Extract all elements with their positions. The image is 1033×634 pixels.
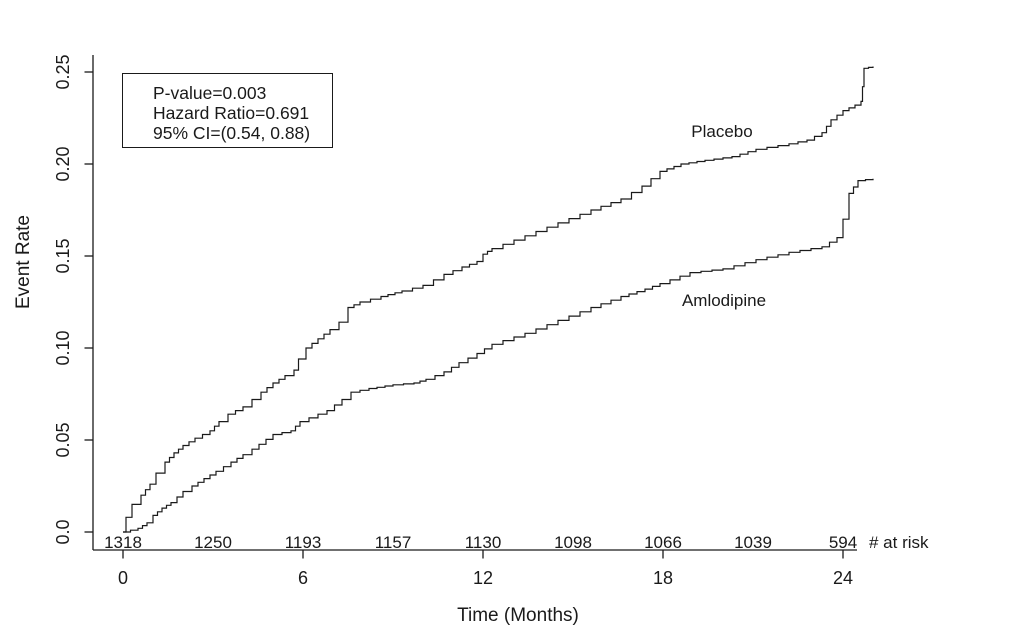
- x-tick-label: 0: [118, 568, 128, 588]
- x-tick-label: 6: [298, 568, 308, 588]
- stats-annotation-box: P-value=0.003 Hazard Ratio=0.691 95% CI=…: [122, 73, 333, 148]
- y-tick-label: 0.15: [53, 238, 73, 273]
- x-axis-title: Time (Months): [457, 605, 579, 626]
- at-risk-count: 1098: [554, 533, 592, 552]
- at-risk-count: 1250: [194, 533, 232, 552]
- annotation-line-ci: 95% CI=(0.54, 0.88): [153, 123, 311, 143]
- placebo-curve: [123, 66, 874, 533]
- series-label-placebo: Placebo: [691, 122, 752, 141]
- annotation-line-hazard-ratio: Hazard Ratio=0.691: [153, 103, 310, 123]
- at-risk-count: 594: [829, 533, 857, 552]
- y-tick-label: 0.25: [53, 54, 73, 89]
- amlodipine-curve: [123, 178, 874, 533]
- at-risk-count: 1066: [644, 533, 682, 552]
- y-axis-title: Event Rate: [13, 215, 34, 309]
- at-risk-count: 1318: [104, 533, 142, 552]
- at-risk-count: 1157: [375, 533, 412, 552]
- x-tick-label: 24: [833, 568, 853, 588]
- series-label-amlodipine: Amlodipine: [682, 291, 766, 310]
- annotation-line-pvalue: P-value=0.003: [153, 83, 267, 103]
- at-risk-count: 1130: [465, 533, 502, 552]
- at-risk-count: 1193: [285, 533, 322, 552]
- y-tick-label: 0.05: [53, 422, 73, 457]
- x-tick-label: 18: [653, 568, 673, 588]
- at-risk-label: # at risk: [869, 533, 929, 552]
- at-risk-count: 1039: [734, 533, 772, 552]
- y-tick-label: 0.10: [53, 330, 73, 365]
- y-tick-label: 0.20: [53, 146, 73, 181]
- x-tick-label: 12: [473, 568, 493, 588]
- y-tick-label: 0.0: [53, 519, 73, 544]
